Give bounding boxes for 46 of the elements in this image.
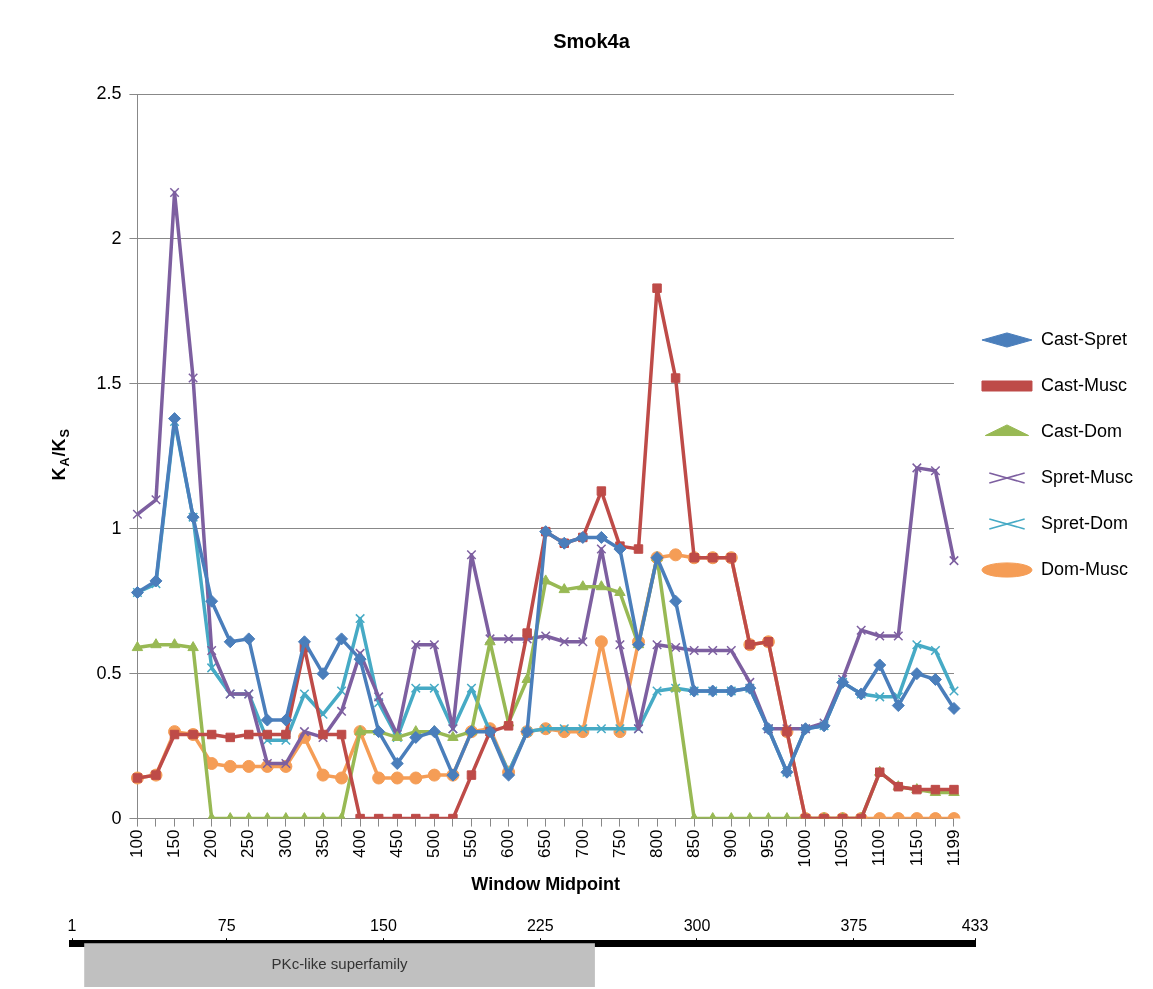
legend-label: Dom-Musc: [1040, 558, 1128, 579]
legend-label: Cast-Spret: [1040, 328, 1128, 349]
chart-title: Smok4a: [553, 29, 631, 52]
x-tick-label: 100: [127, 829, 147, 858]
x-tick-label: 1199: [943, 829, 963, 867]
category-label: PKc-like superfamily: [271, 955, 408, 973]
legend-label: Spret-Musc: [1040, 466, 1134, 487]
x-tick-label: 650: [535, 829, 555, 858]
x-tick-label: 300: [275, 829, 295, 858]
x-tick-label: 700: [572, 829, 592, 858]
legend-label: Cast-Musc: [1040, 374, 1127, 395]
x-tick-label: 400: [349, 829, 369, 858]
x-tick-label: 150: [164, 829, 184, 858]
y-tick-label: 0: [111, 807, 122, 828]
y-tick-label: 1.5: [96, 372, 122, 393]
legend-label: Spret-Dom: [1040, 512, 1129, 533]
x-tick-label: 1000: [795, 829, 815, 868]
x-tick-label: 1: [67, 917, 77, 935]
x-tick-label: 350: [312, 829, 332, 858]
y-axis-title: KA/KS: [48, 429, 72, 481]
x-tick-label: 75: [217, 917, 236, 935]
x-tick-label: 200: [201, 829, 221, 858]
x-tick-label: 150: [370, 917, 397, 935]
x-tick-label: 300: [683, 917, 711, 935]
x-tick-label: 250: [238, 829, 258, 858]
x-tick-label: 450: [386, 829, 406, 858]
x-tick-label: 500: [424, 829, 444, 858]
x-tick-label: 950: [758, 829, 778, 858]
x-tick-label: 225: [526, 917, 554, 935]
y-tick-label: 0.5: [96, 662, 122, 683]
x-tick-label: 1050: [832, 829, 852, 868]
y-tick-label: 1: [111, 517, 122, 538]
x-tick-label: 550: [461, 829, 481, 858]
legend-label: Cast-Dom: [1040, 420, 1122, 441]
x-tick-label: 800: [646, 829, 666, 858]
x-tick-label: 750: [609, 829, 629, 858]
x-tick-label: 1100: [869, 829, 889, 867]
y-tick-label: 2: [111, 227, 122, 248]
y-tick-label: 2.5: [96, 82, 122, 103]
x-tick-label: 600: [498, 829, 518, 858]
x-tick-label: 850: [683, 829, 703, 858]
x-tick-label: 433: [961, 917, 989, 935]
x-tick-label: 900: [720, 829, 740, 858]
x-axis-title: Window Midpoint: [471, 874, 621, 895]
x-tick-label: 375: [840, 917, 868, 935]
x-tick-label: 1150: [906, 829, 926, 867]
